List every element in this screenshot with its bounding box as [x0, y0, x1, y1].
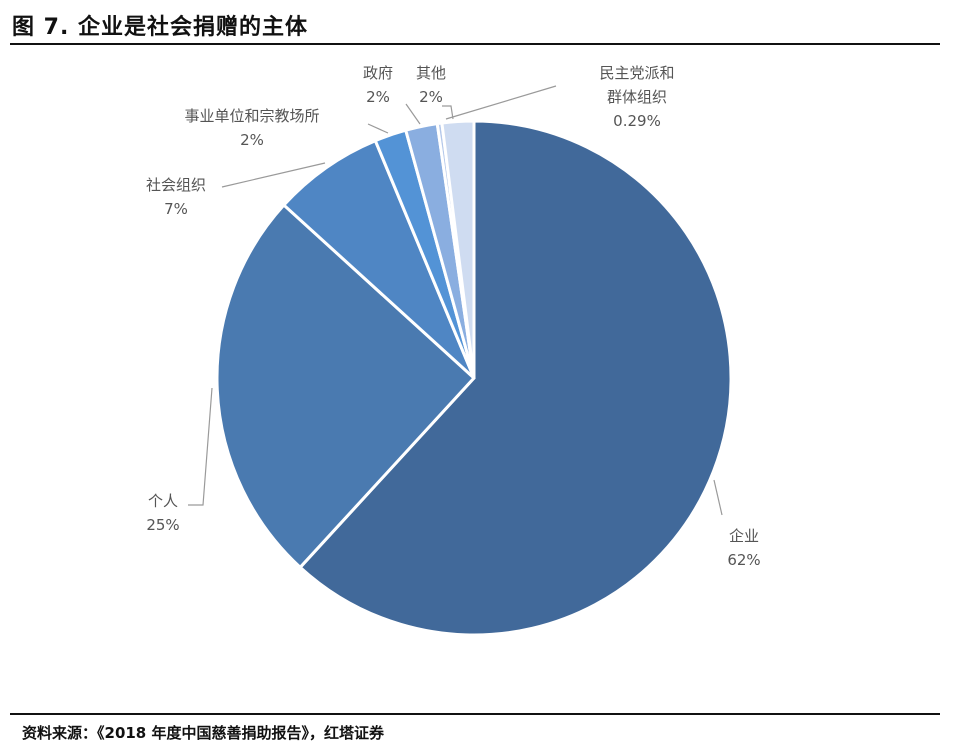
slice-value-social-org: 7%: [164, 200, 188, 218]
slice-value-party-group: 0.29%: [613, 112, 661, 130]
slice-label-individual: 个人 25%: [146, 492, 179, 534]
slice-value-individual: 25%: [146, 516, 179, 534]
slice-labels: 企业 62% 个人 25% 社会组织 7% 事业单位和宗教场所 2% 政府 2% 民主党派和群体组织…: [146, 64, 761, 569]
chart-title: 图 7. 企业是社会捐赠的主体: [12, 15, 308, 40]
leader-line-government: [405, 103, 421, 125]
slice-value-institution: 2%: [240, 131, 264, 149]
slice-value-government: 2%: [366, 88, 390, 106]
slice-name-institution: 事业单位和宗教场所: [184, 107, 319, 125]
leader-line-institution: [367, 123, 389, 134]
slice-name-individual: 个人: [148, 492, 178, 510]
leader-line-party-group: [445, 85, 557, 120]
slice-label-party-group: 民主党派和群体组织 0.29%: [599, 64, 674, 130]
slice-label-other: 其他 2%: [416, 64, 446, 106]
leader-line-enterprise: [713, 479, 723, 516]
slice-value-enterprise: 62%: [727, 551, 760, 569]
slice-label-government: 政府 2%: [363, 64, 393, 106]
slice-name-government: 政府: [363, 64, 393, 82]
slice-name-party-group: 群体组织: [607, 88, 667, 106]
top-divider: [10, 43, 940, 45]
slice-name-party-group: 民主党派和: [599, 64, 674, 82]
leader-line-other: [442, 105, 454, 120]
slice-name-other: 其他: [416, 64, 446, 82]
leader-line-social-org: [221, 162, 326, 188]
slice-label-institution: 事业单位和宗教场所 2%: [184, 107, 319, 149]
slice-value-other: 2%: [419, 88, 443, 106]
pie-slice-individual: [215, 203, 476, 569]
pie-slice-other: [440, 119, 476, 380]
source-note: 资料来源：《2018 年度中国慈善捐助报告》，红塔证券: [22, 724, 384, 742]
pie-slice-social-org: [282, 139, 476, 380]
leader-line-individual: [188, 387, 213, 506]
slice-name-enterprise: 企业: [729, 527, 759, 545]
slice-label-enterprise: 企业 62%: [727, 527, 760, 569]
leader-lines: [188, 85, 723, 516]
pie-slice-enterprise: [298, 119, 733, 637]
slice-name-social-org: 社会组织: [146, 176, 206, 194]
bottom-divider: [10, 713, 940, 715]
pie-slices: [215, 119, 733, 637]
slice-label-social-org: 社会组织 7%: [146, 176, 206, 218]
